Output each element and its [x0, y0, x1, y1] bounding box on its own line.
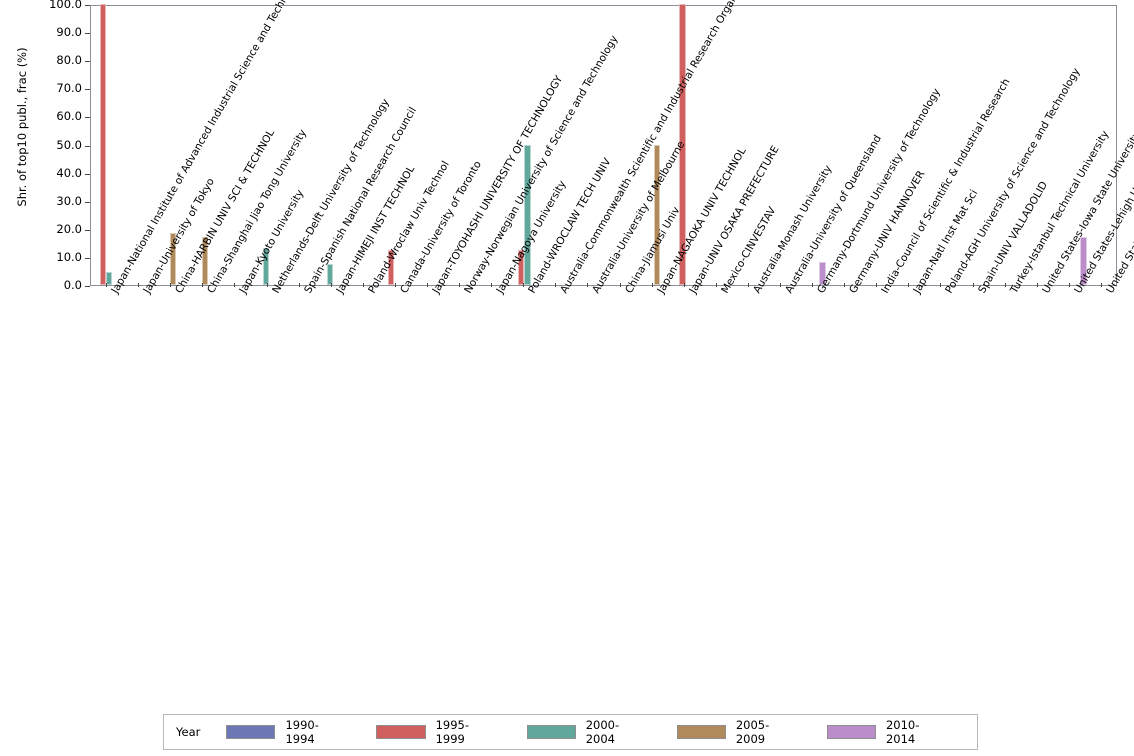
y-axis-tick-mark — [85, 229, 90, 231]
legend-label: 1990-1994 — [285, 718, 319, 746]
x-axis-tick-mark — [747, 283, 749, 287]
x-axis-tick-mark — [138, 283, 140, 287]
legend-label: 1995-1999 — [435, 718, 469, 746]
y-axis-tick-mark — [85, 173, 90, 175]
legend-item[interactable]: 1995-1999 — [376, 718, 494, 746]
legend-color-swatch — [226, 725, 276, 739]
bar[interactable] — [263, 247, 269, 285]
y-axis-tick-mark — [85, 257, 90, 259]
legend-items: 1990-1994 1995-1999 2000-2004 2005-2009 2010… — [226, 718, 977, 746]
x-axis-tick-mark — [523, 283, 525, 287]
y-axis-tick-label: 100.0 — [49, 0, 82, 11]
legend-item[interactable]: 2000-2004 — [526, 718, 645, 746]
x-axis-tick-labels: Japan-National Institute of Advanced Ind… — [0, 0, 1134, 708]
x-axis-tick-mark — [266, 283, 268, 287]
chart-legend: Year 1990-1994 1995-1999 2000-2004 2005-200… — [163, 714, 978, 750]
bar[interactable] — [524, 144, 531, 285]
x-axis-tick-mark — [1036, 283, 1038, 287]
x-axis-tick-mark — [651, 283, 653, 287]
x-axis-tick-mark — [876, 283, 878, 287]
x-axis-tick-mark — [1068, 283, 1070, 287]
bar[interactable] — [518, 249, 524, 285]
y-axis-tick-mark — [85, 89, 90, 91]
bar-series-container — [91, 4, 1116, 285]
x-axis-tick-mark — [202, 283, 204, 287]
bar[interactable] — [654, 144, 660, 285]
bar[interactable] — [170, 233, 176, 285]
x-axis-tick-mark — [1100, 283, 1102, 287]
bar[interactable] — [679, 4, 686, 285]
legend-color-swatch — [676, 725, 726, 739]
y-axis-tick-label: 80.0 — [56, 53, 82, 68]
legend-color-swatch — [376, 725, 426, 739]
x-axis-tick-mark — [394, 283, 396, 287]
bar[interactable] — [388, 249, 394, 285]
y-axis-tick-label: 70.0 — [56, 81, 82, 96]
x-axis-tick-mark — [298, 283, 300, 287]
y-axis-tick-mark — [85, 145, 90, 147]
x-axis-tick-mark — [587, 283, 589, 287]
legend-item[interactable]: 1990-1994 — [226, 718, 344, 746]
legend-label: 2010-2014 — [885, 718, 920, 746]
legend-item[interactable]: 2010-2014 — [826, 718, 945, 746]
y-axis-tick-label: 30.0 — [56, 193, 82, 208]
y-axis-tick-label: 20.0 — [56, 221, 82, 236]
x-axis-tick-mark — [362, 283, 364, 287]
bar[interactable] — [819, 261, 826, 285]
x-axis-tick-mark — [908, 283, 910, 287]
x-axis-tick-mark — [1004, 283, 1006, 287]
x-axis-tick-mark — [170, 283, 172, 287]
y-axis-tick-label: 0.0 — [63, 278, 82, 292]
y-axis-tick-label: 60.0 — [56, 109, 82, 124]
y-axis-tick-label: 10.0 — [56, 249, 82, 264]
y-axis-tick-label: 40.0 — [56, 165, 82, 180]
legend-title: Year — [176, 725, 201, 739]
x-axis-tick-mark — [812, 283, 814, 287]
bar[interactable] — [106, 271, 112, 285]
x-axis-tick-mark — [555, 283, 557, 287]
bar[interactable] — [327, 263, 333, 285]
x-axis-tick-mark — [619, 283, 621, 287]
x-axis-tick-mark — [426, 283, 428, 287]
legend-label: 2005-2009 — [735, 718, 770, 746]
x-axis-tick-mark — [106, 283, 108, 287]
y-axis-tick-mark — [85, 33, 90, 35]
x-axis-tick-mark — [330, 283, 332, 287]
x-axis-tick-mark — [459, 283, 461, 287]
x-axis-tick-mark — [491, 283, 493, 287]
legend-label: 2000-2004 — [585, 718, 620, 746]
legend-color-swatch — [826, 725, 876, 739]
y-axis-tick-mark — [85, 117, 90, 119]
y-axis-tick-label: 90.0 — [56, 25, 82, 40]
x-axis-tick-mark — [940, 283, 942, 287]
x-axis-tick-mark — [234, 283, 236, 287]
plot-area — [90, 4, 1117, 286]
legend-color-swatch — [526, 725, 576, 739]
x-axis-tick-mark — [715, 283, 717, 287]
y-axis-tick-label: 50.0 — [56, 137, 82, 152]
bar[interactable] — [100, 4, 106, 285]
x-axis-tick-mark — [972, 283, 974, 287]
x-axis-tick-mark — [683, 283, 685, 287]
bar[interactable] — [1080, 237, 1087, 285]
legend-item[interactable]: 2005-2009 — [676, 718, 795, 746]
y-axis-tick-mark — [85, 201, 90, 203]
bar[interactable] — [202, 237, 208, 285]
x-axis-tick-mark — [780, 283, 782, 287]
y-axis-tick-mark — [85, 286, 90, 287]
y-axis-tick-mark — [85, 5, 90, 6]
y-axis-tick-mark — [85, 61, 90, 63]
x-axis-tick-mark — [844, 283, 846, 287]
